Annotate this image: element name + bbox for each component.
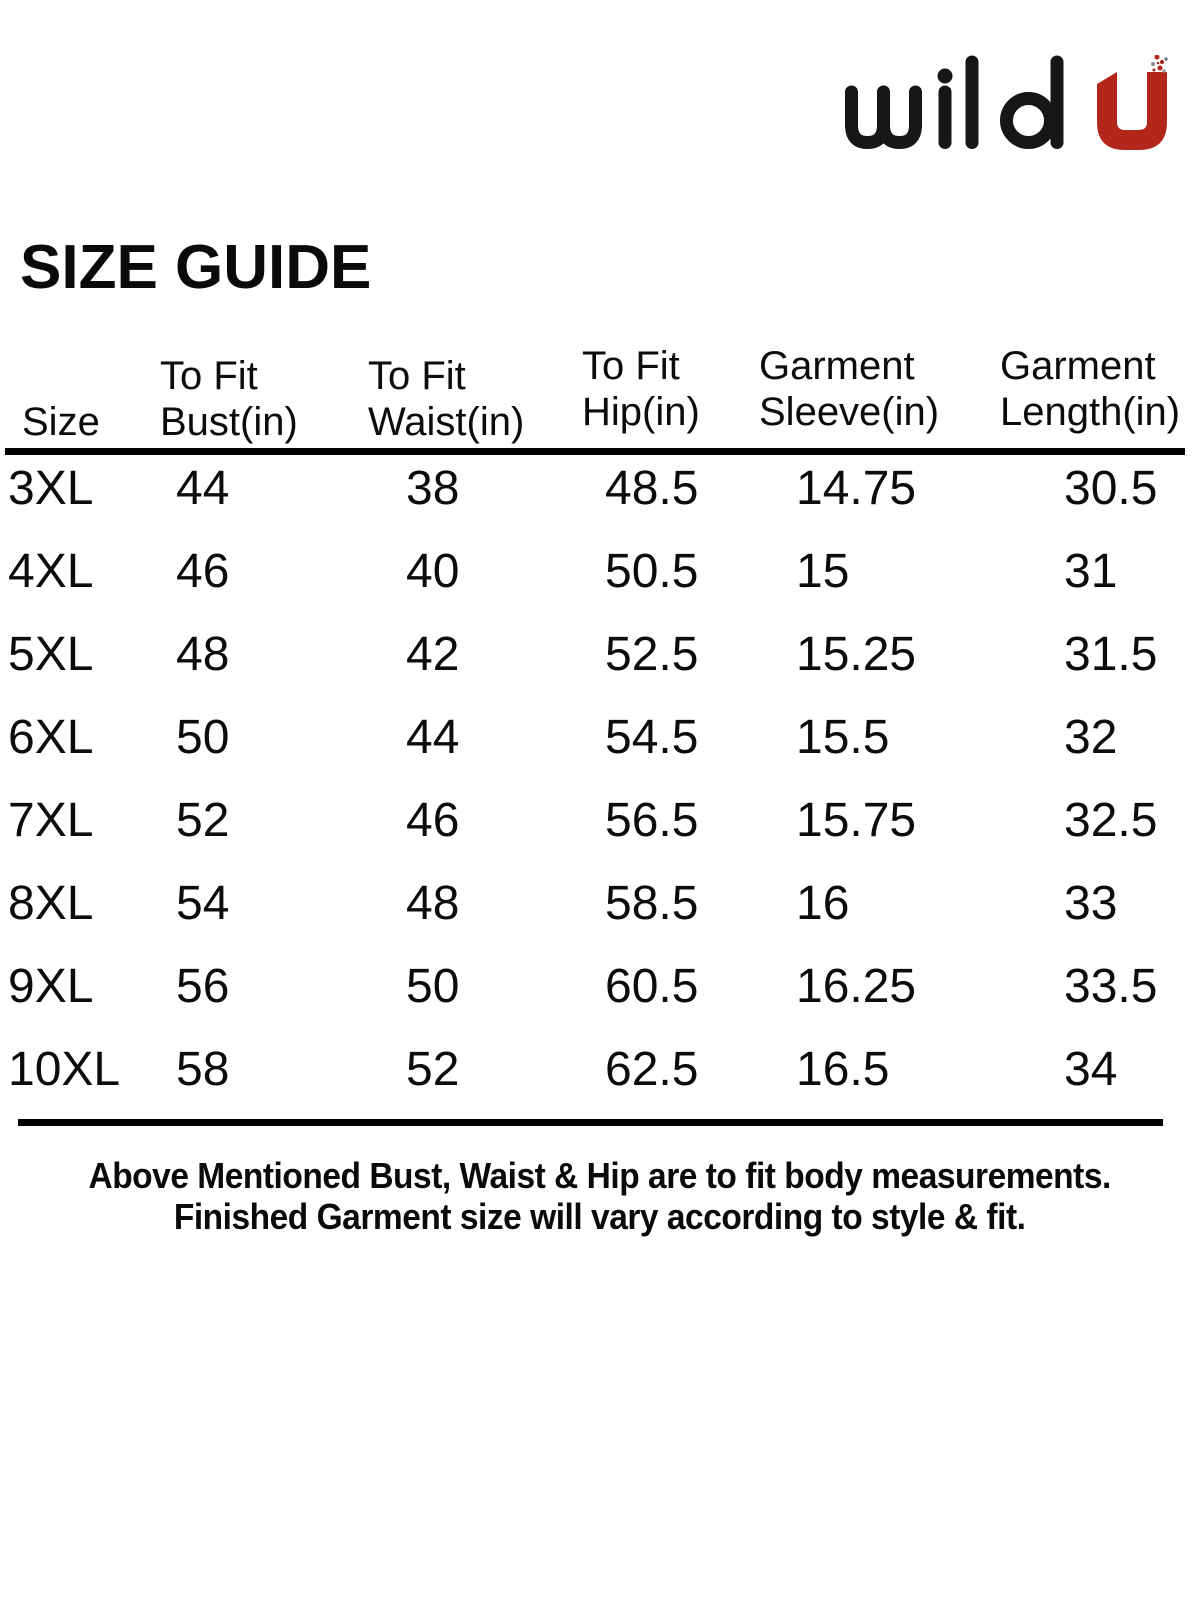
brand-logo bbox=[845, 55, 1168, 150]
cell-sleeve: 16.5 bbox=[796, 1043, 890, 1096]
header-line1: To Fit bbox=[160, 354, 258, 398]
cell-bust: 58 bbox=[176, 1043, 230, 1096]
note-line-2: Finished Garment size will vary accordin… bbox=[174, 1196, 1026, 1237]
measurement-note: Above Mentioned Bust, Waist & Hip are to… bbox=[0, 1155, 1200, 1237]
header-line2: Length(in) bbox=[1000, 390, 1181, 434]
cell-waist: 48 bbox=[406, 877, 460, 930]
cell-sleeve: 15.25 bbox=[796, 628, 917, 681]
note-line-1: Above Mentioned Bust, Waist & Hip are to… bbox=[88, 1155, 1112, 1196]
logo-wordmark bbox=[845, 55, 1064, 150]
logo-u-icon bbox=[1097, 55, 1168, 150]
cell-size: 6XL bbox=[8, 711, 94, 764]
cell-bust: 48 bbox=[176, 628, 230, 681]
cell-bust: 46 bbox=[176, 545, 230, 598]
column-header-size: Size bbox=[5, 330, 140, 448]
cell-waist: 52 bbox=[406, 1043, 460, 1096]
cell-sleeve: 16 bbox=[796, 877, 850, 930]
column-header-length: Garment Length(in) bbox=[960, 330, 1185, 448]
cell-length: 32.5 bbox=[1064, 794, 1158, 847]
header-line1: Garment bbox=[759, 344, 915, 388]
header-line2: Bust(in) bbox=[160, 400, 298, 444]
cell-hip: 60.5 bbox=[605, 960, 699, 1013]
logo-letter-d bbox=[1000, 92, 1057, 149]
cell-length: 34 bbox=[1064, 1043, 1118, 1096]
header-line2: Waist(in) bbox=[368, 400, 525, 444]
cell-length: 31.5 bbox=[1064, 628, 1158, 681]
table-bottom-rule bbox=[18, 1119, 1163, 1126]
page-title: SIZE GUIDE bbox=[20, 233, 372, 302]
column-header-waist: To Fit Waist(in) bbox=[340, 330, 560, 448]
cell-bust: 50 bbox=[176, 711, 230, 764]
cell-sleeve: 15.5 bbox=[796, 711, 890, 764]
cell-length: 30.5 bbox=[1064, 462, 1158, 515]
cell-size: 5XL bbox=[8, 628, 94, 681]
cell-bust: 56 bbox=[176, 960, 230, 1013]
cell-length: 31 bbox=[1064, 545, 1118, 598]
cell-size: 4XL bbox=[8, 545, 94, 598]
cell-waist: 50 bbox=[406, 960, 460, 1013]
cell-bust: 54 bbox=[176, 877, 230, 930]
cell-sleeve: 15.75 bbox=[796, 794, 917, 847]
cell-size: 9XL bbox=[8, 960, 94, 1013]
cell-hip: 50.5 bbox=[605, 545, 699, 598]
header-line1: Garment bbox=[1000, 344, 1156, 388]
cell-length: 33 bbox=[1064, 877, 1118, 930]
cell-sleeve: 15 bbox=[796, 545, 850, 598]
header-line1: To Fit bbox=[582, 344, 680, 388]
cell-hip: 52.5 bbox=[605, 628, 699, 681]
header-line2: Sleeve(in) bbox=[759, 390, 940, 434]
logo-letter-w bbox=[877, 85, 922, 150]
header-line2: Hip(in) bbox=[582, 390, 700, 434]
cell-size: 10XL bbox=[8, 1043, 121, 1096]
cell-length: 32 bbox=[1064, 711, 1118, 764]
cell-hip: 58.5 bbox=[605, 877, 699, 930]
cell-size: 7XL bbox=[8, 794, 94, 847]
cell-bust: 52 bbox=[176, 794, 230, 847]
cell-length: 33.5 bbox=[1064, 960, 1158, 1013]
column-header-hip: To Fit Hip(in) bbox=[560, 330, 740, 448]
column-header-sleeve: Garment Sleeve(in) bbox=[740, 330, 960, 448]
size-table: Size To Fit Bust(in) To Fit Waist(in) To… bbox=[5, 330, 1185, 1126]
cell-hip: 56.5 bbox=[605, 794, 699, 847]
cell-waist: 42 bbox=[406, 628, 460, 681]
note-lines: Above Mentioned Bust, Waist & Hip are to… bbox=[88, 1155, 1112, 1237]
logo-letter-i-dot bbox=[937, 68, 953, 84]
cell-bust: 44 bbox=[176, 462, 230, 515]
cell-hip: 54.5 bbox=[605, 711, 699, 764]
table-top-rule bbox=[5, 448, 1185, 455]
cell-sleeve: 16.25 bbox=[796, 960, 917, 1013]
cell-sleeve: 14.75 bbox=[796, 462, 917, 515]
cell-hip: 62.5 bbox=[605, 1043, 699, 1096]
header-line2: Size bbox=[22, 400, 100, 444]
cell-waist: 38 bbox=[406, 462, 460, 515]
column-header-bust: To Fit Bust(in) bbox=[140, 330, 340, 448]
cell-waist: 44 bbox=[406, 711, 460, 764]
cell-waist: 46 bbox=[406, 794, 460, 847]
header-line1: To Fit bbox=[368, 354, 466, 398]
cell-size: 3XL bbox=[8, 462, 94, 515]
cell-hip: 48.5 bbox=[605, 462, 699, 515]
cell-waist: 40 bbox=[406, 545, 460, 598]
cell-size: 8XL bbox=[8, 877, 94, 930]
